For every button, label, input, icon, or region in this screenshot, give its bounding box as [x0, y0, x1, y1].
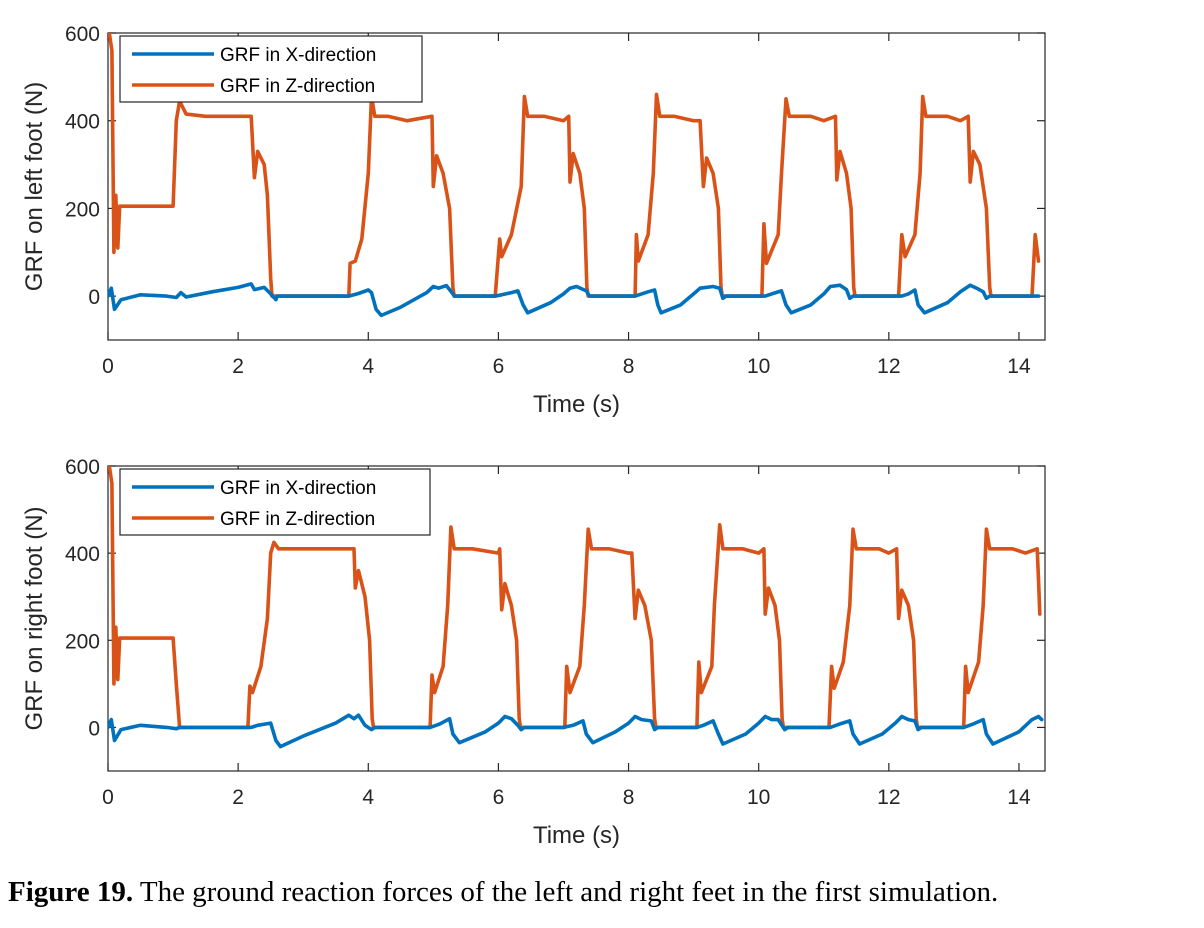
y-tick-label: 0: [88, 717, 100, 740]
series-x-direction-line-left-foot: [108, 282, 1041, 318]
legend-right-foot: GRF in X-direction GRF in Z-direction: [119, 468, 431, 536]
y-tick-label: 600: [65, 23, 100, 46]
legend-label-x-right-foot: GRF in X-direction: [220, 478, 376, 499]
x-tick-label: 2: [232, 786, 244, 809]
y-axis-label-left-foot: GRF on left foot (N): [21, 82, 48, 291]
legend-label-x-left-foot: GRF in X-direction: [220, 45, 376, 66]
legend-box-right-foot: [119, 468, 431, 536]
legend-label-z-left-foot: GRF in Z-direction: [220, 76, 375, 97]
y-tick-label: 200: [65, 630, 100, 653]
y-tick-label: 400: [65, 543, 100, 566]
figure-caption: Figure 19. The ground reaction forces of…: [8, 876, 1198, 909]
x-tick-label: 0: [102, 355, 114, 378]
x-tick-labels-right-foot: 0 2 4 6 8 10 12 14: [102, 786, 1031, 809]
x-tick-label: 8: [623, 355, 635, 378]
x-tick-label: 4: [362, 786, 374, 809]
x-tick-label: 4: [362, 355, 374, 378]
legend-label-z-right-foot: GRF in Z-direction: [220, 509, 375, 530]
y-tick-label: 600: [65, 456, 100, 479]
x-tick-label: 6: [493, 355, 505, 378]
x-tick-labels-left-foot: 0 2 4 6 8 10 12 14: [102, 355, 1031, 378]
x-tick-label: 10: [747, 355, 770, 378]
y-tick-label: 0: [88, 286, 100, 309]
x-tick-label: 14: [1007, 786, 1031, 809]
y-axis-label-right-foot: GRF on right foot (N): [21, 506, 48, 730]
x-tick-label: 10: [747, 786, 770, 809]
x-tick-label: 12: [877, 355, 900, 378]
legend-left-foot: GRF in X-direction GRF in Z-direction: [119, 35, 423, 103]
figure-caption-text: The ground reaction forces of the left a…: [133, 876, 999, 908]
series-layer-right-foot: [108, 466, 1044, 749]
figure-caption-label: Figure 19.: [8, 876, 134, 908]
series-layer-left-foot: [108, 33, 1041, 318]
y-tick-labels-left-foot: 0 200 400 600: [65, 23, 100, 309]
x-tick-label: 2: [232, 355, 244, 378]
y-tick-label: 200: [65, 198, 100, 221]
series-x-direction-line-right-foot: [108, 713, 1044, 749]
chart-left-foot: 0 2 4 6 8 10 12 14 0 200 400 600 Time (s) GRF on l…: [21, 23, 1046, 418]
x-tick-label: 8: [623, 786, 635, 809]
chart-right-foot: 0 2 4 6 8 10 12 14 0 200 400 600 Time (s) GRF on r…: [21, 456, 1046, 849]
x-tick-label: 14: [1007, 355, 1031, 378]
x-axis-label-right-foot: Time (s): [533, 822, 620, 849]
series-z-direction-line-right-foot: [108, 466, 1042, 730]
legend-box-left-foot: [119, 35, 423, 103]
x-tick-label: 6: [493, 786, 505, 809]
x-tick-label: 12: [877, 786, 900, 809]
x-axis-label-left-foot: Time (s): [533, 391, 620, 418]
y-tick-labels-right-foot: 0 200 400 600: [65, 456, 100, 740]
x-tick-label: 0: [102, 786, 114, 809]
y-tick-label: 400: [65, 111, 100, 134]
